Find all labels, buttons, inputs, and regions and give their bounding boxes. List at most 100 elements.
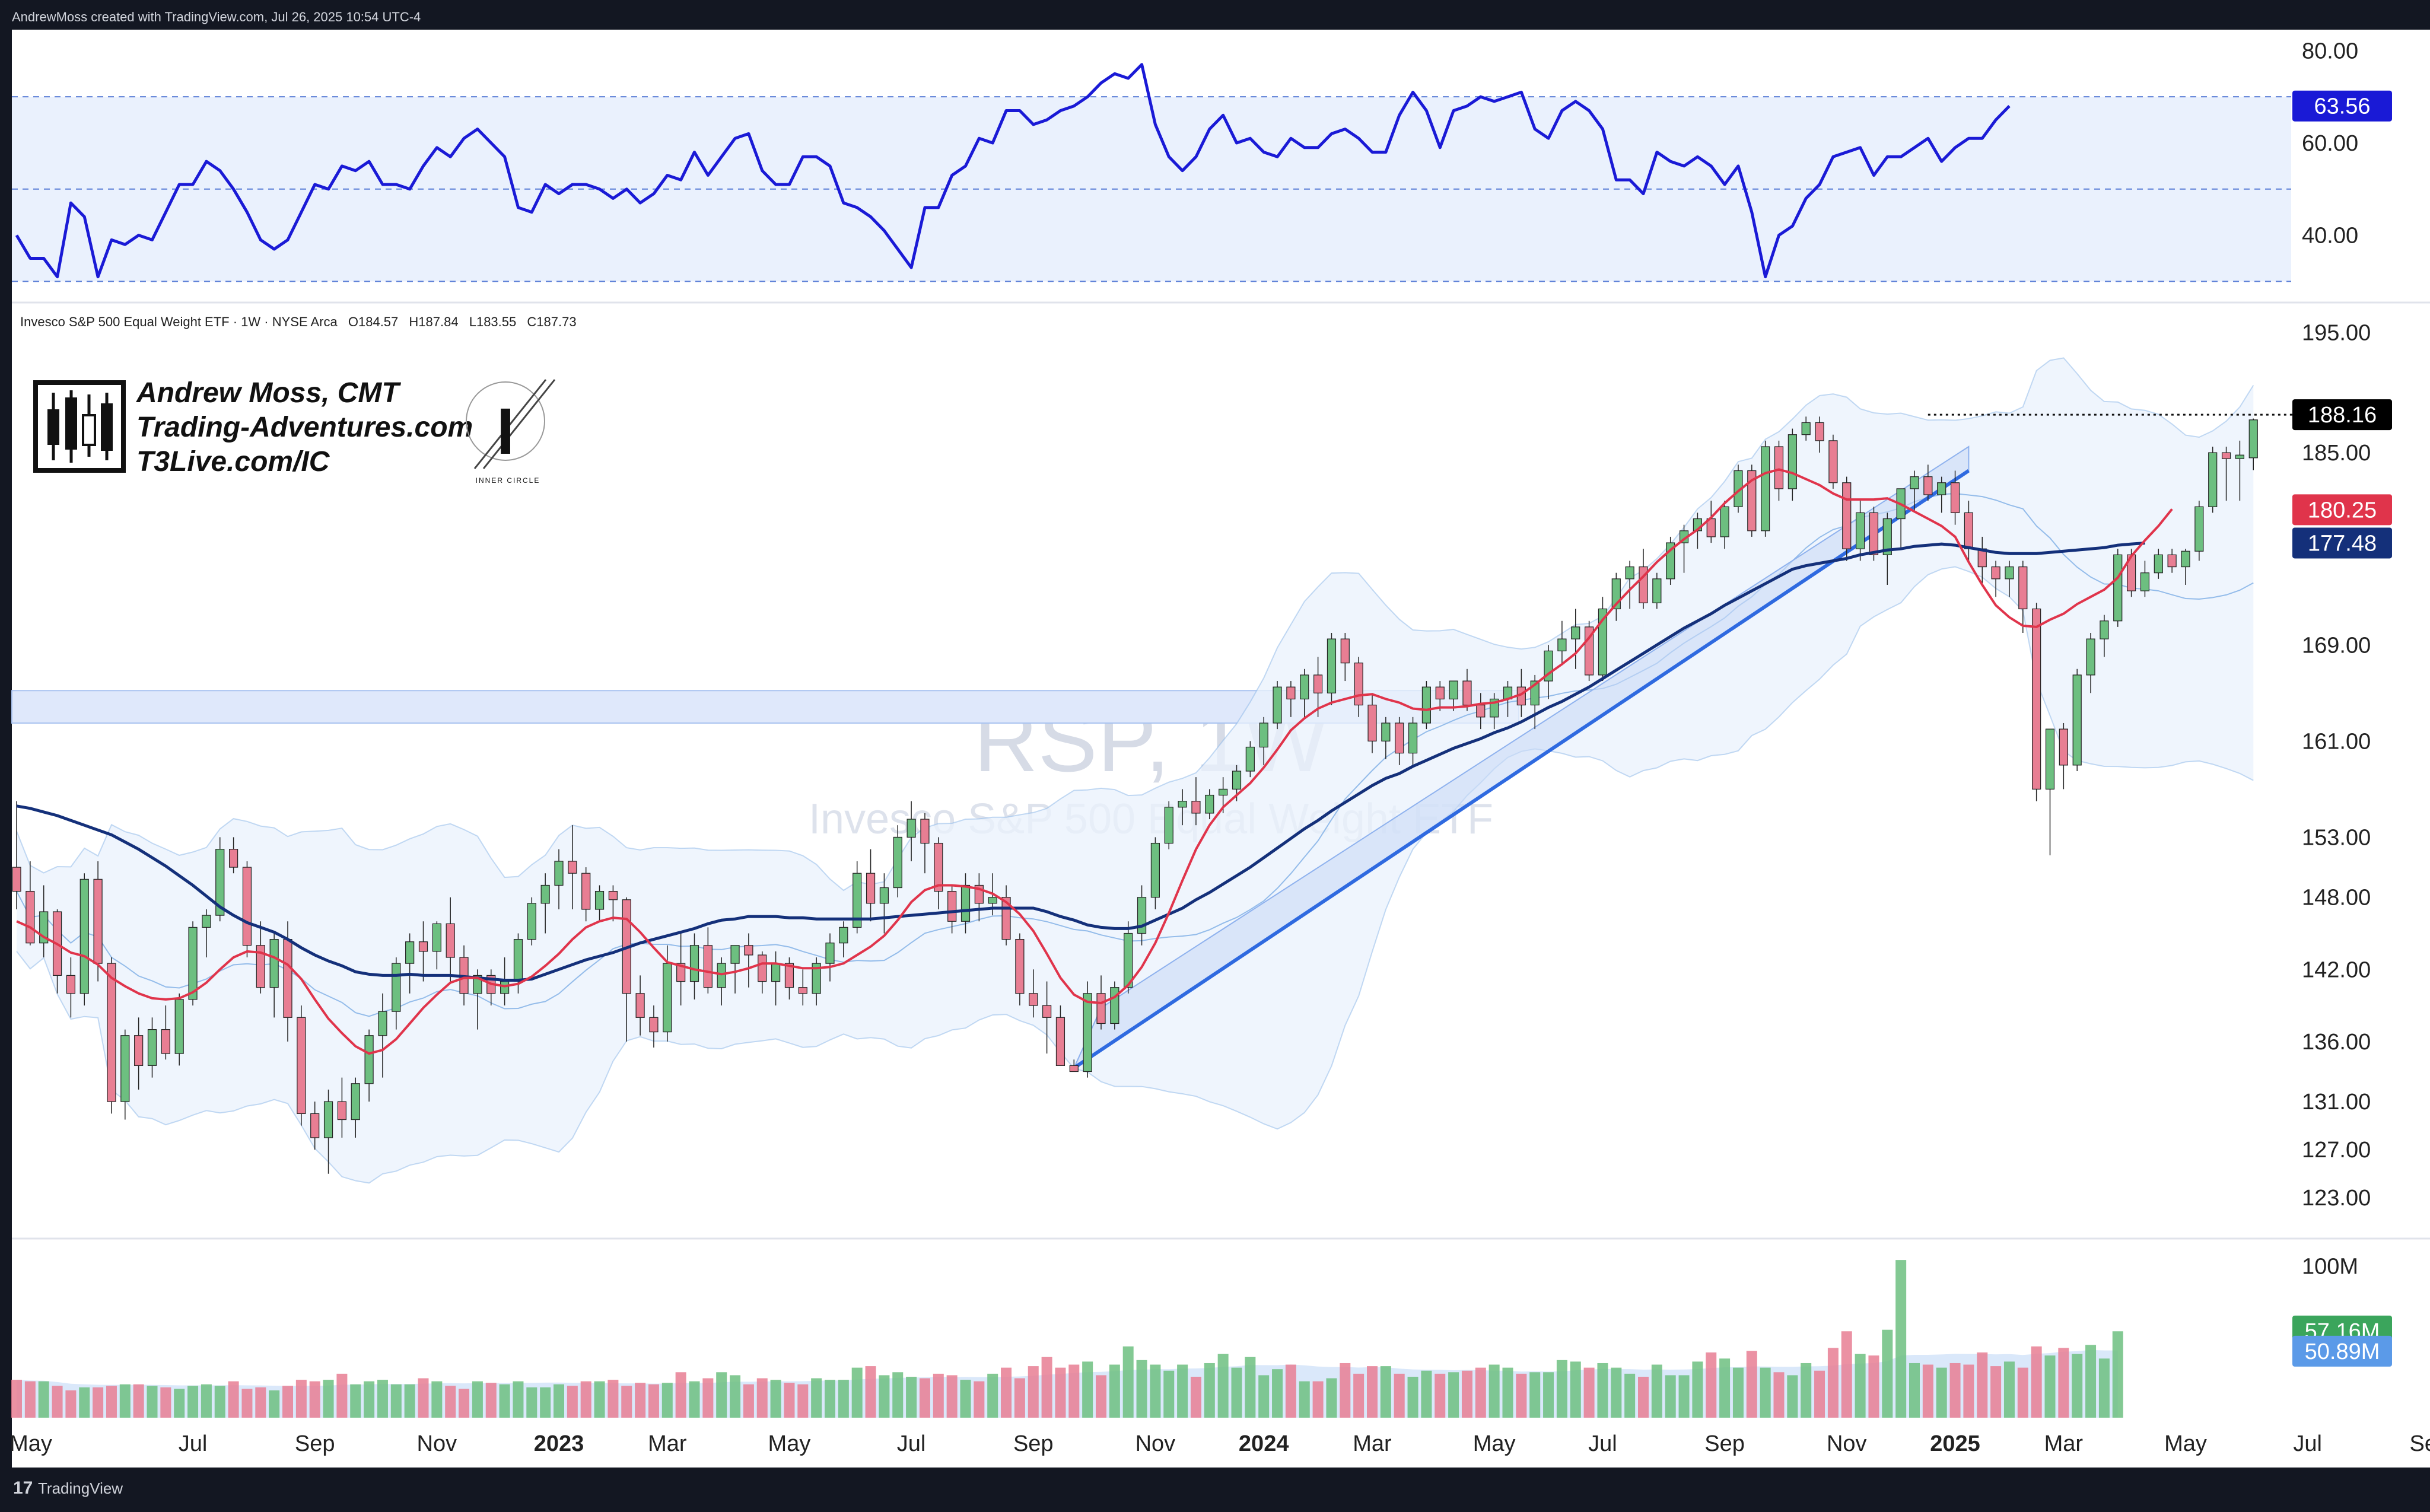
volume-bar <box>946 1375 958 1418</box>
legend-close: C187.73 <box>527 314 576 329</box>
candle <box>554 849 564 909</box>
volume-bar <box>1299 1381 1310 1418</box>
candle <box>703 927 713 994</box>
candle <box>608 885 618 922</box>
candle <box>1178 789 1187 826</box>
volume-bar <box>1272 1369 1283 1418</box>
volume-bar <box>1814 1370 1825 1418</box>
volume-bar <box>2003 1361 2015 1418</box>
volume-bar <box>608 1380 619 1418</box>
legend-open: O184.57 <box>348 314 398 329</box>
volume-bar <box>1136 1360 1147 1418</box>
tradingview-footer: 17 TradingView <box>13 1478 123 1498</box>
volume-bar <box>675 1372 686 1418</box>
volume-bar <box>1773 1372 1785 1418</box>
candle <box>1828 434 1838 489</box>
volume-bar <box>52 1386 63 1418</box>
candle <box>12 801 21 909</box>
candle <box>2194 501 2204 561</box>
volume-bar <box>431 1381 443 1418</box>
candle <box>202 909 211 958</box>
volume-bar <box>1177 1364 1188 1418</box>
volume-bar <box>756 1378 768 1418</box>
volume-bar <box>1922 1364 1933 1418</box>
tradingview-brand: TradingView <box>38 1479 123 1497</box>
price-tick-label: 161.00 <box>2302 729 2371 754</box>
candle <box>432 921 441 970</box>
volume-bar <box>485 1383 497 1418</box>
rsi-value-badge <box>2292 90 2392 122</box>
last-price-label: 188.16 <box>2308 403 2377 428</box>
volume-bar <box>2085 1345 2097 1418</box>
time-label: May <box>768 1431 811 1456</box>
volume-bar <box>1963 1364 1974 1418</box>
price-tick-label: 131.00 <box>2302 1090 2371 1115</box>
volume-bar <box>1665 1375 1676 1418</box>
volume-bar <box>1231 1367 1242 1418</box>
volume-bar <box>323 1380 334 1418</box>
volume-bar <box>825 1380 835 1418</box>
price-tick-label: 136.00 <box>2302 1030 2371 1055</box>
volume-bar <box>1150 1364 1161 1418</box>
candle <box>79 873 89 1006</box>
candle <box>1435 681 1445 711</box>
candle <box>730 945 740 994</box>
candle <box>2248 418 2258 470</box>
volume-bar <box>1624 1373 1636 1418</box>
tradingview-logo-icon: 17 <box>13 1478 33 1498</box>
volume-bar <box>987 1373 998 1418</box>
candle <box>1083 981 1092 1078</box>
volume-bar <box>838 1380 849 1418</box>
volume-bar <box>1475 1367 1486 1418</box>
volume-bar <box>295 1380 307 1418</box>
candle <box>879 873 889 934</box>
candle <box>1557 620 1567 663</box>
volume-bar <box>2017 1367 2028 1418</box>
candle <box>1029 969 1038 1018</box>
time-label: Sep <box>2409 1431 2430 1456</box>
candle <box>540 873 550 934</box>
volume-bar <box>350 1384 361 1418</box>
volume-bar <box>2072 1354 2083 1418</box>
price-axis: 195.00 185.00 169.00 161.00 153.00 148.0… <box>2302 321 2371 1211</box>
candle <box>2140 561 2150 597</box>
volume-bar <box>540 1387 551 1418</box>
branding-block: Andrew Moss, CMT Trading-Adventures.com … <box>33 377 556 485</box>
volume-bar <box>1258 1375 1270 1418</box>
volume-bar <box>93 1387 104 1418</box>
volume-bar <box>1461 1370 1472 1418</box>
volume-bar <box>1109 1364 1120 1418</box>
price-tick-label: 169.00 <box>2302 633 2371 658</box>
volume-bar <box>1082 1361 1093 1418</box>
candle <box>364 1029 374 1102</box>
volume-bar <box>1855 1354 1866 1418</box>
volume-bar <box>906 1376 917 1418</box>
volume-bar <box>1692 1361 1703 1418</box>
candle <box>1327 633 1337 705</box>
volume-bar <box>38 1381 49 1418</box>
volume-pane: 100M 57.16M 50.89M <box>11 1254 2392 1418</box>
volume-bar <box>919 1378 930 1418</box>
volume-average-label: 50.89M <box>2305 1339 2380 1364</box>
candle <box>297 1005 306 1126</box>
candle <box>1950 470 1960 525</box>
volume-bar <box>1936 1367 1947 1418</box>
candle <box>635 975 645 1036</box>
volume-bar <box>133 1384 144 1418</box>
volume-bar <box>1448 1372 1459 1418</box>
volume-bar <box>1380 1366 1391 1418</box>
candle <box>229 837 238 874</box>
candle <box>2100 615 2109 657</box>
candle <box>934 837 943 909</box>
volume-bar <box>743 1384 754 1418</box>
candle <box>2235 440 2244 501</box>
candle <box>1815 416 1824 453</box>
volume-bar <box>661 1383 673 1418</box>
candle <box>1449 680 1458 711</box>
volume-bar <box>2031 1346 2042 1418</box>
rsi-band-fill <box>12 97 2291 282</box>
rsi-tick-label: 80.00 <box>2302 39 2358 63</box>
volume-bar <box>851 1367 863 1418</box>
